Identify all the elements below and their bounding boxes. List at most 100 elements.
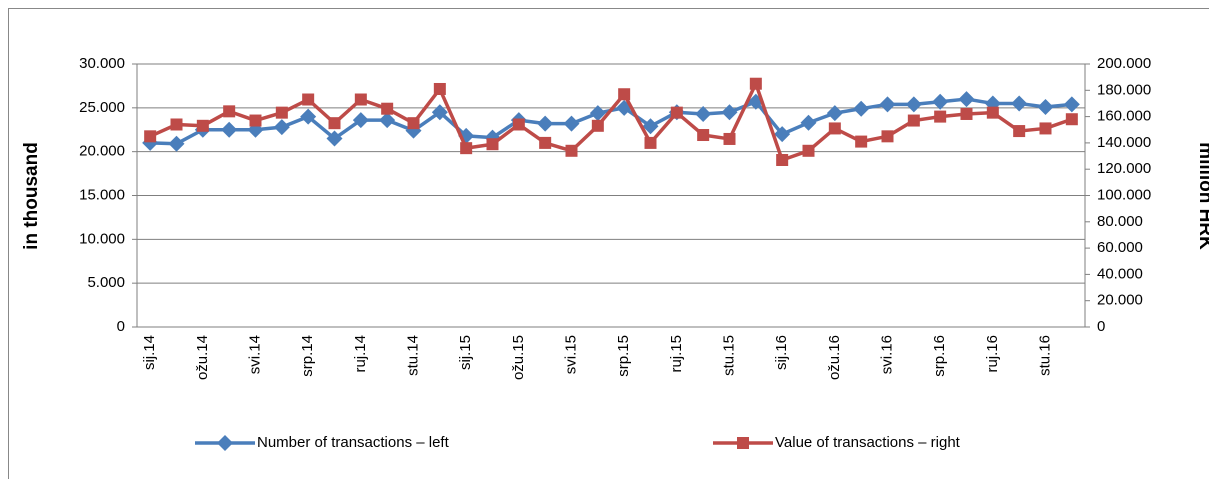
x-tick-label: ožu.15 xyxy=(510,335,527,380)
data-point xyxy=(670,106,683,119)
x-tick-label: svi.16 xyxy=(878,335,895,374)
x-tick-label: ožu.16 xyxy=(826,335,843,380)
y2-tick-label: 20.000 xyxy=(1097,292,1143,309)
x-tick-label: ruj.14 xyxy=(352,335,369,373)
legend-marker xyxy=(737,437,749,449)
data-point xyxy=(826,105,843,122)
y-tick-label: 20.000 xyxy=(79,143,125,160)
data-point xyxy=(352,112,369,129)
data-point xyxy=(1013,125,1026,138)
data-point xyxy=(853,100,870,117)
data-point xyxy=(800,114,817,131)
x-tick-label: stu.14 xyxy=(404,335,421,376)
data-point xyxy=(221,121,238,138)
data-point xyxy=(170,118,183,131)
data-point xyxy=(196,119,209,132)
data-point xyxy=(300,108,317,125)
data-point xyxy=(273,119,290,136)
data-point xyxy=(802,144,815,157)
series-line xyxy=(149,81,1073,162)
x-tick-label: ruj.15 xyxy=(668,335,685,373)
data-point xyxy=(589,105,606,122)
data-point xyxy=(565,144,578,157)
data-point xyxy=(1065,113,1078,126)
data-point xyxy=(721,104,738,121)
x-tick-label: sij.15 xyxy=(457,335,474,370)
data-point xyxy=(879,96,896,113)
data-point xyxy=(381,102,394,115)
data-point xyxy=(275,106,288,119)
x-tick-label: svi.15 xyxy=(562,335,579,374)
y-tick-label: 25.000 xyxy=(79,99,125,116)
data-point xyxy=(144,130,157,143)
y-tick-label: 30.000 xyxy=(79,55,125,72)
x-tick-label: sij.14 xyxy=(141,335,158,370)
y-tick-label: 10.000 xyxy=(79,230,125,247)
x-tick-label: srp.14 xyxy=(299,335,316,377)
y-tick-label: 5.000 xyxy=(87,274,125,291)
data-point xyxy=(695,105,712,122)
legend-marker xyxy=(217,435,233,451)
data-point xyxy=(328,117,341,130)
data-point xyxy=(828,122,841,135)
data-point xyxy=(1037,98,1054,115)
data-point xyxy=(958,91,975,108)
y2-tick-label: 160.000 xyxy=(1097,108,1151,125)
legend-label: Value of transactions – right xyxy=(775,434,961,451)
x-tick-label: stu.16 xyxy=(1036,335,1053,376)
x-tick-label: sij.16 xyxy=(773,335,790,370)
data-point xyxy=(407,117,420,130)
x-tick-label: svi.14 xyxy=(246,335,263,374)
y2-tick-label: 140.000 xyxy=(1097,134,1151,151)
data-point xyxy=(905,96,922,113)
data-point xyxy=(539,136,552,149)
x-tick-label: srp.15 xyxy=(615,335,632,377)
data-point xyxy=(223,105,236,118)
data-point xyxy=(960,107,973,120)
chart-border xyxy=(8,8,1209,479)
data-point xyxy=(326,130,343,147)
x-tick-label: srp.16 xyxy=(931,335,948,377)
data-point xyxy=(302,93,315,106)
y2-tick-label: 0 xyxy=(1097,318,1105,335)
legend-label: Number of transactions – left xyxy=(257,434,450,451)
data-point xyxy=(1011,95,1028,112)
data-point xyxy=(644,136,657,149)
data-point xyxy=(433,82,446,95)
data-point xyxy=(1039,122,1052,135)
data-point xyxy=(881,130,894,143)
data-point xyxy=(379,112,396,129)
data-point xyxy=(591,119,604,132)
data-point xyxy=(431,104,448,121)
data-point xyxy=(618,88,631,101)
y-tick-label: 15.000 xyxy=(79,186,125,203)
data-point xyxy=(774,126,791,143)
y2-tick-label: 60.000 xyxy=(1097,239,1143,256)
data-point xyxy=(723,132,736,145)
data-point xyxy=(907,114,920,127)
data-point xyxy=(354,93,367,106)
data-point xyxy=(697,129,710,142)
x-tick-label: ožu.14 xyxy=(194,335,211,380)
data-point xyxy=(1063,96,1080,113)
y2-tick-label: 40.000 xyxy=(1097,265,1143,282)
x-tick-label: stu.15 xyxy=(720,335,737,376)
data-point xyxy=(460,142,473,155)
y2-tick-label: 100.000 xyxy=(1097,186,1151,203)
data-point xyxy=(537,115,554,132)
y-axis-title: in thousand xyxy=(21,142,42,250)
data-point xyxy=(563,115,580,132)
series-line xyxy=(150,97,1073,146)
data-point xyxy=(249,114,262,127)
y2-tick-label: 120.000 xyxy=(1097,160,1151,177)
y2-tick-label: 80.000 xyxy=(1097,213,1143,230)
data-point xyxy=(642,118,659,135)
y-tick-label: 0 xyxy=(117,318,125,335)
data-point xyxy=(749,77,762,90)
x-tick-label: ruj.16 xyxy=(984,335,1001,373)
data-point xyxy=(776,153,789,166)
data-point xyxy=(934,110,947,123)
data-point xyxy=(512,118,525,131)
y2-tick-label: 200.000 xyxy=(1097,55,1151,72)
